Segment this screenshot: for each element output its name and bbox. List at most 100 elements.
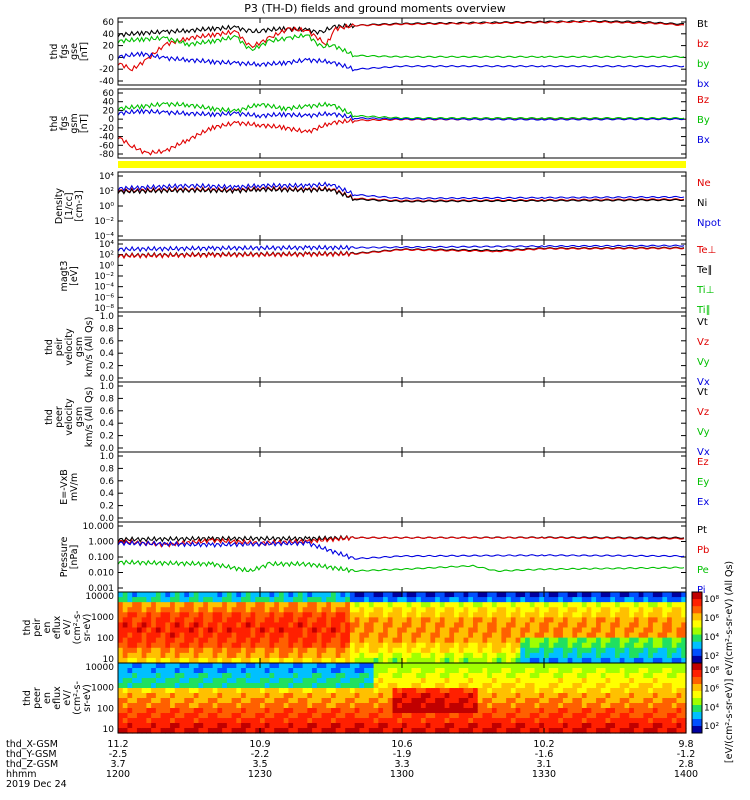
spectrogram-cell xyxy=(264,718,271,724)
spectrogram-cell xyxy=(392,637,398,644)
spectrogram-cell xyxy=(411,703,417,709)
spectrogram-cell xyxy=(316,698,323,704)
spectrogram-cell xyxy=(127,698,133,704)
spectrogram-cell xyxy=(198,627,204,634)
spectrogram-cell xyxy=(312,597,318,603)
spectrogram-cell xyxy=(676,713,682,719)
spectrogram-cell xyxy=(430,602,436,608)
spectrogram-cell xyxy=(420,622,427,629)
spectrogram-cell xyxy=(449,673,455,679)
spectrogram-cell xyxy=(544,713,550,719)
spectrogram-cell xyxy=(364,683,370,689)
spectrogram-cell xyxy=(586,612,592,618)
spectrogram-cell xyxy=(118,607,124,613)
spectrogram-cell xyxy=(203,663,209,669)
spectrogram-cell xyxy=(278,698,285,704)
spectrogram-cell xyxy=(397,703,403,709)
spectrogram-cell xyxy=(226,688,233,694)
spectrogram-cell xyxy=(345,668,351,674)
spectrogram-cell xyxy=(624,607,630,613)
spectrogram-cell xyxy=(624,688,630,694)
spectrogram-cell xyxy=(245,617,252,624)
spectrogram-cell xyxy=(657,632,663,639)
spectrogram-cell xyxy=(643,683,649,689)
spectrogram-cell xyxy=(293,688,299,694)
spectrogram-cell xyxy=(553,592,559,598)
spectrogram-cell xyxy=(648,612,654,618)
spectrogram-cell xyxy=(222,597,228,603)
spectrogram-cell xyxy=(496,642,502,649)
spectrogram-cell xyxy=(577,632,583,639)
spectrogram-cell xyxy=(297,663,304,669)
spectrogram-cell xyxy=(501,703,507,709)
spectrogram-cell xyxy=(245,708,252,714)
spectrogram-cell xyxy=(326,647,332,654)
spectrogram-cell xyxy=(586,673,592,679)
spectrogram-cell xyxy=(160,617,166,624)
spectrogram-cell xyxy=(562,698,569,704)
spectrogram-cell xyxy=(203,652,209,659)
spectrogram-cell xyxy=(331,723,337,729)
spectrogram-cell xyxy=(510,703,517,709)
spectrogram-cell xyxy=(624,718,630,724)
spectrogram-cell xyxy=(425,668,431,674)
spectrogram-cell xyxy=(425,622,431,629)
spectrogram-cell xyxy=(189,622,195,629)
spectrogram-cell xyxy=(165,698,171,704)
spectrogram-cell xyxy=(520,602,526,608)
spectrogram-cell xyxy=(487,728,493,734)
spectrogram-cell xyxy=(278,723,285,729)
spectrogram-cell xyxy=(260,718,266,724)
spectrogram-cell xyxy=(482,642,488,649)
spectrogram-cell xyxy=(260,678,266,684)
spectrogram-cell xyxy=(364,632,370,639)
spectrogram-cell xyxy=(487,632,493,639)
spectrogram-cell xyxy=(671,657,678,664)
spectrogram-cell xyxy=(165,668,171,674)
spectrogram-cell xyxy=(482,597,488,603)
spectrogram-cell xyxy=(657,723,663,729)
spectrogram-cell xyxy=(591,663,597,669)
spectrogram-cell xyxy=(463,703,469,709)
spectrogram-cell xyxy=(122,728,129,734)
spectrogram-cell xyxy=(648,718,654,724)
spectrogram-cell xyxy=(643,637,649,644)
spectrogram-cell xyxy=(473,642,479,649)
spectrogram-cell xyxy=(491,607,498,613)
spectrogram-cell xyxy=(586,688,592,694)
spectrogram-cell xyxy=(349,632,356,639)
spectrogram-cell xyxy=(122,612,129,618)
spectrogram-cell xyxy=(638,632,644,639)
spectrogram-cell xyxy=(615,718,621,724)
spectrogram-cell xyxy=(217,632,223,639)
spectrogram-cell xyxy=(212,592,218,598)
spectrogram-cell xyxy=(458,607,465,613)
spectrogram-cell xyxy=(155,713,162,719)
spectrogram-cell xyxy=(449,647,455,654)
spectrogram-cell xyxy=(615,678,621,684)
spectrogram-cell xyxy=(373,713,379,719)
spectrogram-cell xyxy=(378,622,384,629)
spectrogram-cell xyxy=(671,728,678,734)
spectrogram-cell xyxy=(577,713,583,719)
spectrogram-cell xyxy=(596,688,602,694)
spectrogram-cell xyxy=(122,713,129,719)
spectrogram-cell xyxy=(425,657,431,664)
spectrogram-cell xyxy=(454,632,460,639)
spectrogram-cell xyxy=(652,698,659,704)
spectrogram-cell xyxy=(203,657,209,664)
spectrogram-cell xyxy=(496,627,502,634)
spectrogram-cell xyxy=(364,652,370,659)
spectrogram-cell xyxy=(558,683,564,689)
spectrogram-cell xyxy=(681,607,687,613)
spectrogram-cell xyxy=(501,627,507,634)
spectrogram-cell xyxy=(274,622,280,629)
spectrogram-cell xyxy=(548,713,555,719)
spectrogram-cell xyxy=(345,673,351,679)
spectrogram-cell xyxy=(600,647,607,654)
spectrogram-cell xyxy=(207,673,214,679)
spectrogram-cell xyxy=(510,663,517,669)
spectrogram-cell xyxy=(581,708,588,714)
spectrogram-cell xyxy=(619,637,626,644)
spectrogram-cell xyxy=(600,713,607,719)
